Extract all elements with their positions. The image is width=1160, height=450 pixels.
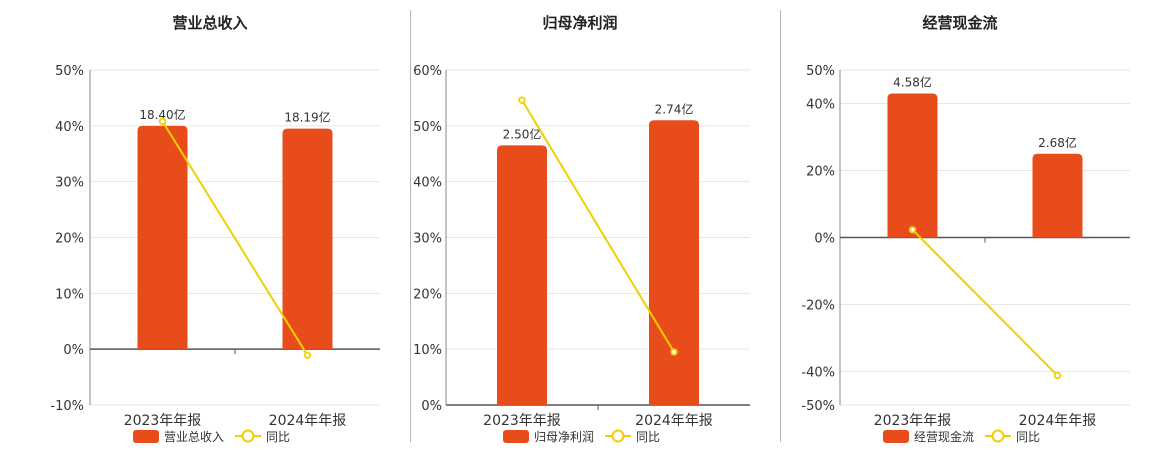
y-tick-label-net-profit: 0% (421, 399, 442, 414)
bar-revenue (137, 125, 188, 350)
bar-data-label-net-profit: 2.50亿 (503, 126, 542, 141)
y-tick-label-net-profit: 50% (413, 120, 442, 135)
bar-net-profit (497, 145, 547, 405)
yoy-point-cash-flow (908, 226, 917, 234)
y-tick-label-net-profit: 40% (413, 176, 442, 191)
yoy-point-net-profit (670, 348, 678, 356)
legend-bar-label-revenue: 营业总收入 (164, 430, 224, 444)
y-tick-label-net-profit: 20% (413, 287, 442, 302)
chart-title-net-profit: 归母净利润 (542, 14, 618, 32)
y-tick-label-revenue: 30% (55, 176, 84, 191)
legend-line-label-revenue: 同比 (266, 430, 290, 444)
legend-bar-label-net-profit: 归母净利润 (534, 430, 594, 444)
legend-line-label-net-profit: 同比 (636, 430, 660, 444)
yoy-point-revenue (303, 351, 312, 360)
y-tick-label-net-profit: 60% (413, 64, 442, 79)
y-tick-label-revenue: 40% (55, 120, 84, 135)
panel-divider-2 (780, 10, 781, 442)
yoy-point-revenue (158, 117, 167, 126)
legend-line-marker-net-profit (611, 429, 625, 443)
panel-divider-1 (410, 10, 411, 442)
yoy-line-revenue (161, 120, 309, 356)
x-category-label-revenue: 2024年年报 (269, 413, 347, 429)
y-tick-label-cash-flow: -40% (801, 366, 835, 381)
y-tick-label-revenue: 0% (63, 343, 84, 358)
legend-bar-swatch-net-profit (503, 430, 529, 443)
y-tick-label-cash-flow: 40% (806, 98, 835, 113)
legend-bar-swatch-cash-flow (883, 430, 909, 443)
bar-data-label-revenue: 18.40亿 (139, 107, 185, 122)
bar-data-label-net-profit: 2.74亿 (655, 101, 694, 116)
bar-revenue (282, 128, 333, 350)
y-tick-label-revenue: 10% (55, 287, 84, 302)
y-tick-label-revenue: 50% (55, 64, 84, 79)
y-tick-label-cash-flow: 50% (806, 64, 835, 79)
x-category-label-revenue: 2023年年报 (124, 413, 202, 429)
legend-bar-label-cash-flow: 经营现金流 (914, 429, 974, 444)
bar-net-profit (649, 120, 699, 405)
y-tick-label-net-profit: 10% (413, 343, 442, 358)
y-tick-label-net-profit: 30% (413, 232, 442, 247)
x-category-label-cash-flow: 2024年年报 (1019, 413, 1097, 429)
y-tick-label-cash-flow: -50% (801, 399, 835, 414)
yoy-point-net-profit (518, 96, 526, 104)
chart-title-cash-flow: 经营现金流 (922, 14, 998, 32)
legend-line-label-cash-flow: 同比 (1016, 430, 1040, 444)
legend-line-marker-revenue (241, 429, 255, 443)
chart-title-revenue: 营业总收入 (172, 14, 248, 32)
x-category-label-net-profit: 2024年年报 (635, 413, 713, 429)
yoy-point-cash-flow (1053, 371, 1062, 380)
bar-data-label-cash-flow: 4.58亿 (893, 74, 932, 89)
y-tick-label-cash-flow: 0% (814, 232, 835, 247)
bar-cash-flow (887, 93, 938, 238)
legend-line-marker-cash-flow (991, 429, 1005, 443)
legend-bar-swatch-revenue (133, 430, 159, 443)
x-category-label-cash-flow: 2023年年报 (874, 413, 952, 429)
yoy-line-cash-flow (911, 229, 1059, 377)
y-tick-label-cash-flow: 20% (806, 165, 835, 180)
bar-cash-flow (1032, 153, 1083, 238)
yoy-line-net-profit (521, 99, 675, 353)
y-tick-label-cash-flow: -20% (801, 299, 835, 314)
x-category-label-net-profit: 2023年年报 (483, 413, 561, 429)
y-tick-label-revenue: 20% (55, 232, 84, 247)
bar-data-label-cash-flow: 2.68亿 (1038, 135, 1077, 150)
bar-data-label-revenue: 18.19亿 (284, 110, 330, 125)
y-tick-label-revenue: -10% (50, 399, 84, 414)
